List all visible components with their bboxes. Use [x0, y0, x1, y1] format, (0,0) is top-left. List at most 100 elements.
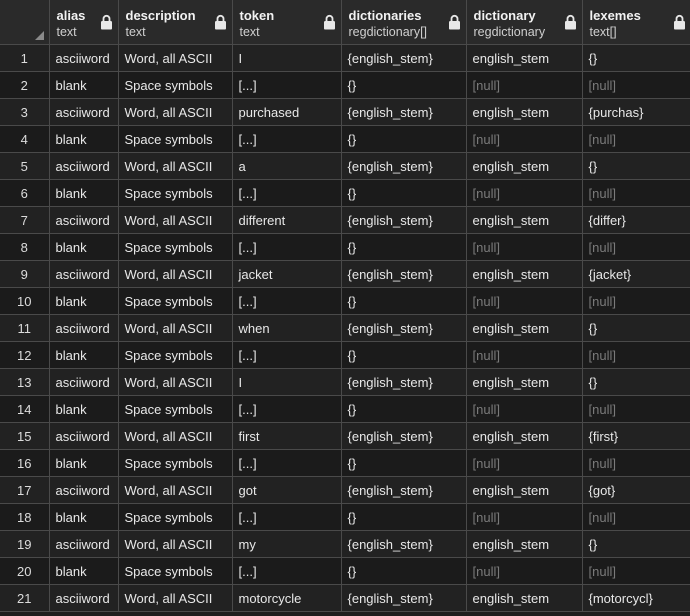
cell-dictionaries[interactable]: {english_stem}	[341, 206, 467, 234]
cell-dictionaries[interactable]: {english_stem}	[341, 44, 467, 72]
cell-description[interactable]: Space symbols	[118, 287, 233, 315]
row-number[interactable]: 11	[0, 314, 50, 342]
cell-token[interactable]: jacket	[232, 260, 342, 288]
cell-description[interactable]: Word, all ASCII	[118, 314, 233, 342]
cell-token[interactable]: first	[232, 422, 342, 450]
row-number[interactable]: 3	[0, 98, 50, 126]
cell-description[interactable]: Space symbols	[118, 449, 233, 477]
table-row[interactable]: 10 blank Space symbols [...]{} [null] [null]	[0, 287, 690, 315]
cell-description[interactable]: Space symbols	[118, 503, 233, 531]
cell-description[interactable]: Space symbols	[118, 233, 233, 261]
cell-lexemes[interactable]: {purchas}	[582, 98, 690, 126]
cell-dictionaries[interactable]: {english_stem}	[341, 260, 467, 288]
cell-description[interactable]: Word, all ASCII	[118, 98, 233, 126]
cell-token[interactable]: I	[232, 368, 342, 396]
cell-dictionary[interactable]: [null]	[466, 71, 583, 99]
row-number[interactable]: 21	[0, 584, 50, 612]
row-number[interactable]: 18	[0, 503, 50, 531]
table-row[interactable]: 6 blank Space symbols [...]{} [null] [null]	[0, 179, 690, 207]
cell-lexemes[interactable]: [null]	[582, 233, 690, 261]
cell-dictionary[interactable]: [null]	[466, 557, 583, 585]
cell-dictionary[interactable]: english_stem	[466, 152, 583, 180]
row-number[interactable]: 13	[0, 368, 50, 396]
cell-token[interactable]: I	[232, 44, 342, 72]
cell-description[interactable]: Word, all ASCII	[118, 368, 233, 396]
cell-token[interactable]: [...]	[232, 233, 342, 261]
cell-lexemes[interactable]: [null]	[582, 179, 690, 207]
cell-dictionary[interactable]: [null]	[466, 449, 583, 477]
cell-dictionaries[interactable]: {}	[341, 503, 467, 531]
cell-lexemes[interactable]: {differ}	[582, 206, 690, 234]
cell-description[interactable]: Word, all ASCII	[118, 530, 233, 558]
cell-dictionaries[interactable]: {}	[341, 341, 467, 369]
column-header-lexemes[interactable]: lexemes text[]	[582, 0, 690, 45]
cell-lexemes[interactable]: {got}	[582, 476, 690, 504]
column-header-dictionary[interactable]: dictionary regdictionary	[466, 0, 583, 45]
cell-description[interactable]: Space symbols	[118, 341, 233, 369]
table-row[interactable]: 5 asciiword Word, all ASCII a {english_stem}…	[0, 152, 690, 180]
row-number[interactable]: 6	[0, 179, 50, 207]
cell-alias[interactable]: asciiword	[49, 314, 119, 342]
cell-alias[interactable]: blank	[49, 557, 119, 585]
cell-lexemes[interactable]: [null]	[582, 449, 690, 477]
cell-dictionaries[interactable]: {}	[341, 287, 467, 315]
cell-alias[interactable]: blank	[49, 449, 119, 477]
cell-description[interactable]: Space symbols	[118, 71, 233, 99]
cell-alias[interactable]: asciiword	[49, 152, 119, 180]
cell-alias[interactable]: asciiword	[49, 530, 119, 558]
cell-description[interactable]: Word, all ASCII	[118, 476, 233, 504]
cell-token[interactable]: [...]	[232, 179, 342, 207]
table-row[interactable]: 2 blank Space symbols [...]{} [null] [null]	[0, 71, 690, 99]
cell-lexemes[interactable]: {}	[582, 314, 690, 342]
cell-lexemes[interactable]: [null]	[582, 557, 690, 585]
cell-description[interactable]: Word, all ASCII	[118, 584, 233, 612]
row-number[interactable]: 17	[0, 476, 50, 504]
cell-token[interactable]: [...]	[232, 341, 342, 369]
cell-alias[interactable]: blank	[49, 179, 119, 207]
cell-dictionary[interactable]: english_stem	[466, 476, 583, 504]
cell-description[interactable]: Space symbols	[118, 179, 233, 207]
cell-lexemes[interactable]: [null]	[582, 125, 690, 153]
cell-description[interactable]: Word, all ASCII	[118, 44, 233, 72]
cell-dictionary[interactable]: [null]	[466, 287, 583, 315]
cell-dictionary[interactable]: english_stem	[466, 584, 583, 612]
cell-alias[interactable]: blank	[49, 503, 119, 531]
cell-description[interactable]: Word, all ASCII	[118, 206, 233, 234]
column-header-token[interactable]: token text	[232, 0, 342, 45]
cell-dictionary[interactable]: english_stem	[466, 44, 583, 72]
cell-dictionaries[interactable]: {english_stem}	[341, 476, 467, 504]
cell-alias[interactable]: asciiword	[49, 584, 119, 612]
cell-token[interactable]: purchased	[232, 98, 342, 126]
cell-alias[interactable]: blank	[49, 395, 119, 423]
cell-dictionaries[interactable]: {english_stem}	[341, 422, 467, 450]
cell-alias[interactable]: asciiword	[49, 206, 119, 234]
table-row[interactable]: 16 blank Space symbols [...]{} [null] [null]	[0, 449, 690, 477]
cell-dictionary[interactable]: [null]	[466, 503, 583, 531]
cell-lexemes[interactable]: [null]	[582, 341, 690, 369]
cell-dictionary[interactable]: english_stem	[466, 98, 583, 126]
cell-token[interactable]: my	[232, 530, 342, 558]
row-number[interactable]: 2	[0, 71, 50, 99]
cell-dictionaries[interactable]: {}	[341, 449, 467, 477]
column-header-dictionaries[interactable]: dictionaries regdictionary[]	[341, 0, 467, 45]
cell-alias[interactable]: asciiword	[49, 368, 119, 396]
table-row[interactable]: 1 asciiword Word, all ASCII I {english_stem}…	[0, 44, 690, 72]
row-number[interactable]: 16	[0, 449, 50, 477]
cell-dictionary[interactable]: english_stem	[466, 314, 583, 342]
cell-token[interactable]: [...]	[232, 71, 342, 99]
row-number[interactable]: 15	[0, 422, 50, 450]
row-number[interactable]: 20	[0, 557, 50, 585]
cell-token[interactable]: different	[232, 206, 342, 234]
cell-dictionaries[interactable]: {}	[341, 179, 467, 207]
cell-dictionaries[interactable]: {}	[341, 71, 467, 99]
column-header-description[interactable]: description text	[118, 0, 233, 45]
row-number[interactable]: 12	[0, 341, 50, 369]
cell-token[interactable]: [...]	[232, 449, 342, 477]
cell-dictionaries[interactable]: {english_stem}	[341, 314, 467, 342]
cell-dictionary[interactable]: english_stem	[466, 260, 583, 288]
cell-lexemes[interactable]: {}	[582, 152, 690, 180]
cell-dictionaries[interactable]: {english_stem}	[341, 368, 467, 396]
table-row[interactable]: 4 blank Space symbols [...]{} [null] [null]	[0, 125, 690, 153]
cell-lexemes[interactable]: {first}	[582, 422, 690, 450]
cell-alias[interactable]: blank	[49, 287, 119, 315]
